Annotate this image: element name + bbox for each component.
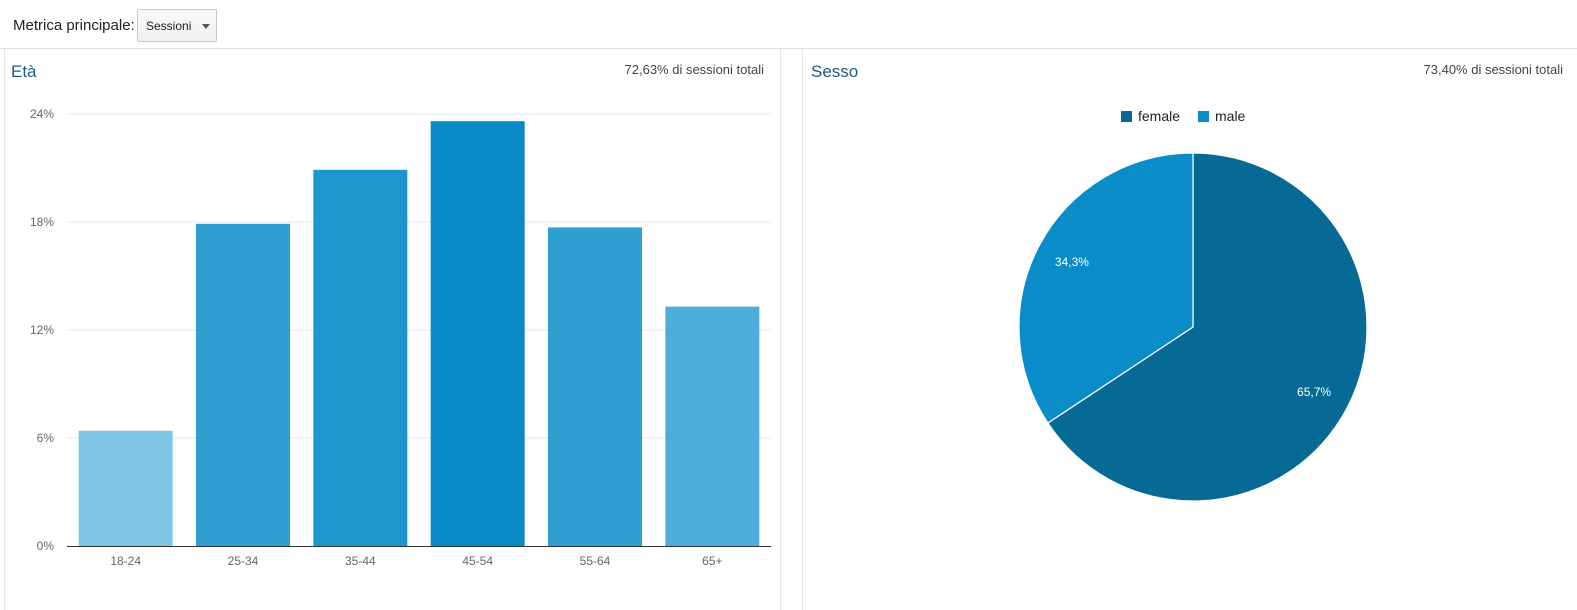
chevron-down-icon xyxy=(202,24,210,29)
bar-55-64[interactable] xyxy=(548,227,642,546)
panel-divider xyxy=(780,49,781,610)
age-panel-subtitle: 72,63% di sessioni totali xyxy=(624,62,764,77)
panel-divider xyxy=(4,49,5,610)
primary-metric-label: Metrica principale: xyxy=(13,17,135,34)
primary-metric-value: Sessioni xyxy=(146,19,192,33)
y-tick-label: 0% xyxy=(37,539,55,553)
age-panel-title: Età xyxy=(11,62,37,81)
primary-metric-dropdown[interactable]: Sessioni xyxy=(137,9,217,42)
toolbar: Metrica principale: Sessioni xyxy=(0,0,1577,49)
pie-slice-label: 34,3% xyxy=(1055,255,1089,269)
legend-label-female: female xyxy=(1138,108,1180,124)
bar-18-24[interactable] xyxy=(78,430,173,546)
y-tick-label: 18% xyxy=(30,215,54,229)
legend-swatch-female xyxy=(1121,111,1132,122)
y-tick-label: 12% xyxy=(30,323,54,337)
bar-35-44[interactable] xyxy=(313,169,408,547)
gender-panel-subtitle: 73,40% di sessioni totali xyxy=(1423,62,1563,77)
bar-25-34[interactable] xyxy=(196,223,290,547)
x-tick-label: 25-34 xyxy=(228,554,259,568)
y-tick-label: 24% xyxy=(30,107,54,121)
x-tick-label: 18-24 xyxy=(110,554,141,568)
gender-pie-chart: female male 65,7% 34,3% xyxy=(1018,108,1368,502)
pie-slice-label: 65,7% xyxy=(1297,385,1331,399)
gender-panel-title: Sesso xyxy=(811,62,859,81)
panel-divider xyxy=(802,49,803,610)
legend-label-male: male xyxy=(1215,108,1246,124)
x-tick-label: 45-54 xyxy=(462,554,493,568)
bar-65+[interactable] xyxy=(665,306,760,546)
pie-slice-male[interactable] xyxy=(1018,152,1194,424)
y-tick-label: 6% xyxy=(37,431,55,445)
pie-slice-female[interactable] xyxy=(1047,152,1368,502)
x-tick-label: 35-44 xyxy=(345,554,376,568)
x-tick-label: 55-64 xyxy=(580,554,611,568)
bar-45-54[interactable] xyxy=(430,121,525,546)
age-bar-chart: 0% 6% 12% 18% 24% 18-24 25-34 35-44 45-54 55-64 65… xyxy=(30,107,771,568)
legend-swatch-male xyxy=(1198,111,1209,122)
x-tick-label: 65+ xyxy=(702,554,722,568)
